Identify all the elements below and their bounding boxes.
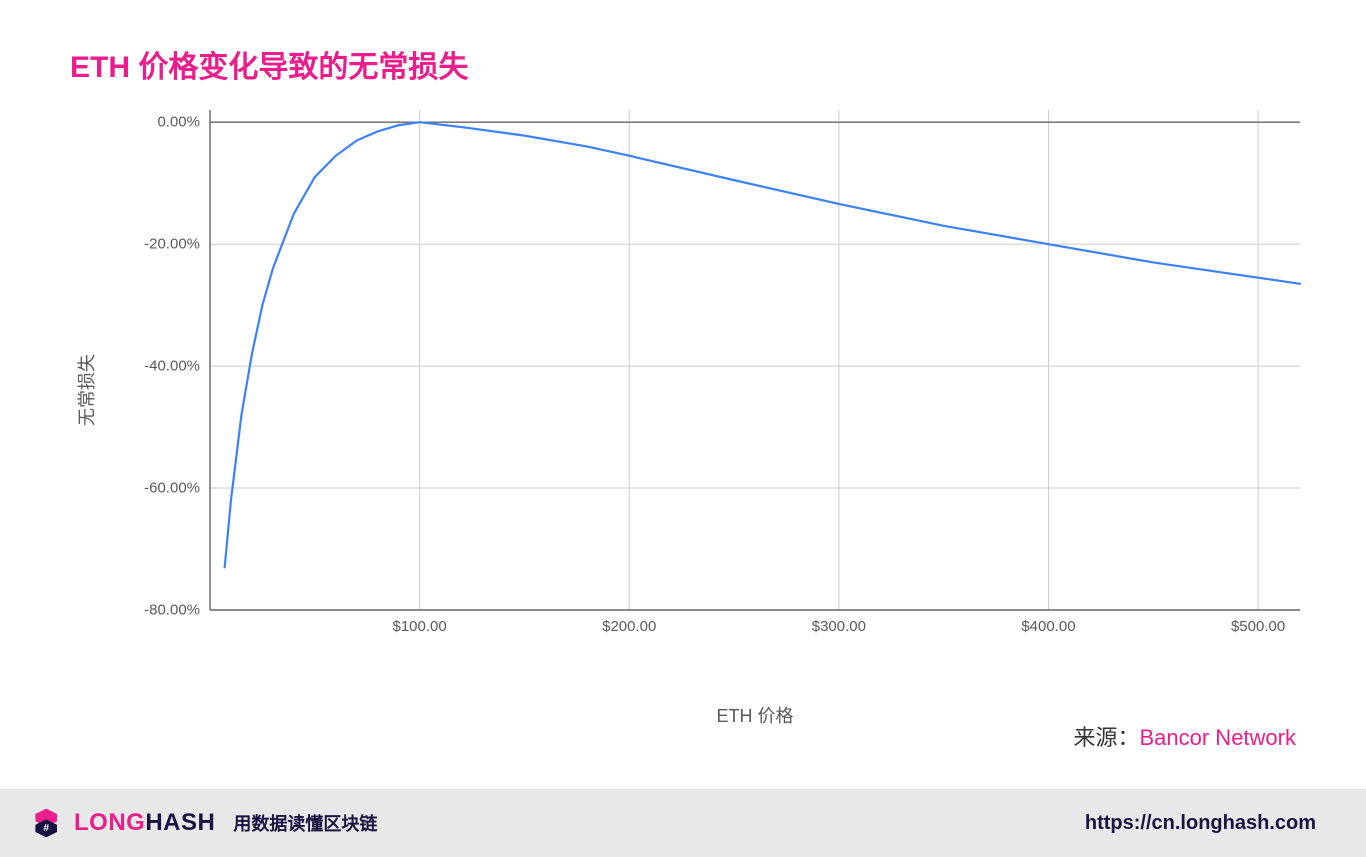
- x-tick-label: $500.00: [1231, 618, 1285, 635]
- chart-svg: [210, 110, 1300, 610]
- footer-left: # LONGHASH 用数据读懂区块链: [30, 805, 377, 841]
- chart-container: 无常损失 $100.00$200.00$300.00$400.00$500.00…: [50, 110, 1300, 670]
- x-tick-label: $300.00: [812, 618, 866, 635]
- source-attribution: 来源：Bancor Network: [1073, 720, 1296, 752]
- footer-bar: # LONGHASH 用数据读懂区块链 https://cn.longhash.…: [0, 789, 1366, 857]
- logo-long: LONG: [74, 809, 145, 836]
- longhash-logo-text: LONGHASH: [74, 809, 215, 837]
- footer-tagline: 用数据读懂区块链: [233, 810, 377, 836]
- longhash-logo-icon: #: [30, 805, 66, 841]
- y-tick-label: -80.00%: [144, 602, 200, 619]
- y-tick-label: -40.00%: [144, 358, 200, 375]
- svg-text:#: #: [43, 823, 49, 834]
- logo-hash: HASH: [145, 809, 215, 836]
- y-axis-label: 无常损失: [73, 354, 99, 426]
- y-tick-label: -20.00%: [144, 236, 200, 253]
- x-tick-label: $200.00: [602, 618, 656, 635]
- y-tick-label: -60.00%: [144, 480, 200, 497]
- y-tick-label: 0.00%: [157, 114, 200, 131]
- chart-plot-area: $100.00$200.00$300.00$400.00$500.000.00%…: [210, 110, 1300, 610]
- source-label: 来源：: [1073, 725, 1139, 750]
- x-axis-label: ETH 价格: [716, 702, 793, 728]
- chart-title: ETH 价格变化导致的无常损失: [70, 42, 468, 86]
- x-tick-label: $400.00: [1021, 618, 1075, 635]
- footer-url: https://cn.longhash.com: [1085, 812, 1316, 835]
- source-value: Bancor Network: [1139, 725, 1296, 750]
- x-tick-label: $100.00: [392, 618, 446, 635]
